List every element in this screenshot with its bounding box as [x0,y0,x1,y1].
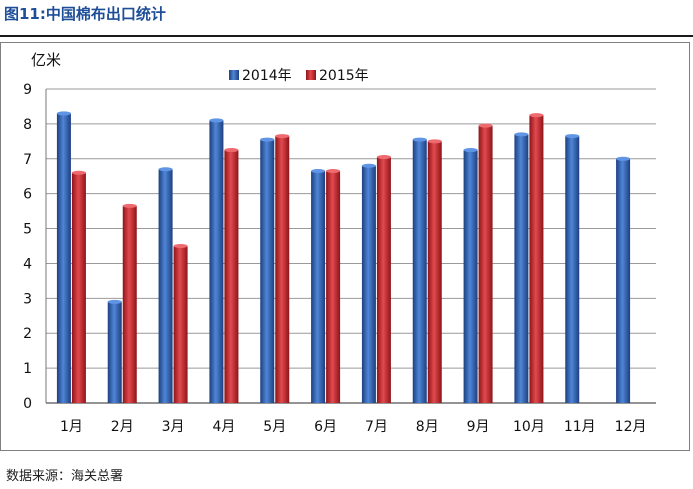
bar-2014年-4月 [209,120,224,404]
x-tick-label: 5月 [263,419,286,435]
bar-2015年-5月 [275,136,290,403]
x-tick-label: 10月 [513,419,545,435]
y-tick-label: 5 [23,222,32,238]
y-tick-label: 2 [23,326,32,342]
figure-title: 图11:中国棉布出口统计 [4,5,166,23]
bar-cap [427,139,442,144]
bar-cap [275,134,290,139]
bar-cap [565,134,580,139]
bar-cap [326,168,341,173]
bar-cap [361,163,376,168]
bar-2014年-5月 [260,139,275,403]
y-tick-label: 3 [23,291,32,307]
bar-cap [463,148,478,153]
bar-cap [529,113,544,118]
data-source: 数据来源：海关总署 [6,469,124,484]
bar-2014年-3月 [158,169,173,403]
bar-2014年-11月 [565,136,580,403]
x-tick-label: 7月 [365,419,388,435]
bar-cap [158,167,173,172]
bar-2014年-7月 [361,165,376,403]
x-tick-label: 2月 [111,419,134,435]
bar-2015年-7月 [376,157,391,403]
y-tick-label: 0 [23,396,32,412]
x-tick-label: 9月 [467,419,490,435]
bar-2015年-8月 [427,141,442,403]
bar-cap [209,118,224,123]
bar-cap [514,132,529,137]
y-tick-label: 7 [23,152,32,168]
bar-2014年-1月 [56,113,71,403]
bar-2015年-3月 [173,246,188,403]
y-tick-label: 1 [23,361,32,377]
bar-2015年-2月 [122,205,137,403]
bar-chart: 亿米 0 1 2 3 4 5 6 7 8 9 1月 2月 3月 4月 5月 6月 7月 8月 9月 10月 11月 12… [23,51,656,435]
bar-cap [71,170,86,175]
bar-2014年-9月 [463,150,478,403]
legend-label-2014: 2014年 [242,68,292,84]
bar-cap [616,156,631,161]
bar-2014年-10月 [514,134,529,403]
x-tick-label: 6月 [314,419,337,435]
legend-swatch-2014 [229,70,239,80]
x-tick-label: 3月 [162,419,185,435]
y-tick-label: 9 [23,82,32,98]
bar-2015年-1月 [71,172,86,403]
bar-2014年-2月 [107,301,122,403]
bar-cap [478,123,493,128]
chart-frame: 亿米 0 1 2 3 4 5 6 7 8 9 1月 2月 3月 4月 5月 6月 7月 8月 9月 10月 11月 12… [0,42,690,451]
bar-cap [311,168,326,173]
bar-2015年-10月 [529,115,544,404]
bar-cap [224,148,239,153]
legend: 2014年 2015年 [229,68,369,84]
y-tick-label: 4 [23,256,32,272]
y-axis-label: 亿米 [31,51,61,69]
bars [56,111,631,404]
y-tick-labels: 0 1 2 3 4 5 6 7 8 9 [23,82,32,412]
x-tick-label: 11月 [564,419,596,435]
title-divider [0,35,693,37]
bar-2015年-9月 [478,125,493,403]
bar-cap [56,111,71,116]
y-tick-label: 6 [23,187,32,203]
gridlines [45,88,656,404]
legend-swatch-2015 [306,70,316,80]
bar-cap [173,244,188,248]
bar-cap [376,155,391,160]
bar-cap [260,137,275,142]
bar-2014年-6月 [311,170,326,403]
x-tick-label: 8月 [416,419,439,435]
bar-cap [107,299,122,304]
bar-2014年-8月 [412,139,427,403]
bar-cap [412,137,427,142]
x-tick-label: 4月 [212,419,235,435]
bar-2015年-6月 [326,170,341,403]
x-tick-label: 1月 [60,419,83,435]
x-tick-label: 12月 [615,419,647,435]
bar-cap [122,203,137,208]
y-tick-label: 8 [23,117,32,133]
bar-2014年-12月 [616,158,631,403]
legend-label-2015: 2015年 [319,68,369,84]
bar-2015年-4月 [224,150,239,403]
x-tick-labels: 1月 2月 3月 4月 5月 6月 7月 8月 9月 10月 11月 12月 [60,419,647,435]
